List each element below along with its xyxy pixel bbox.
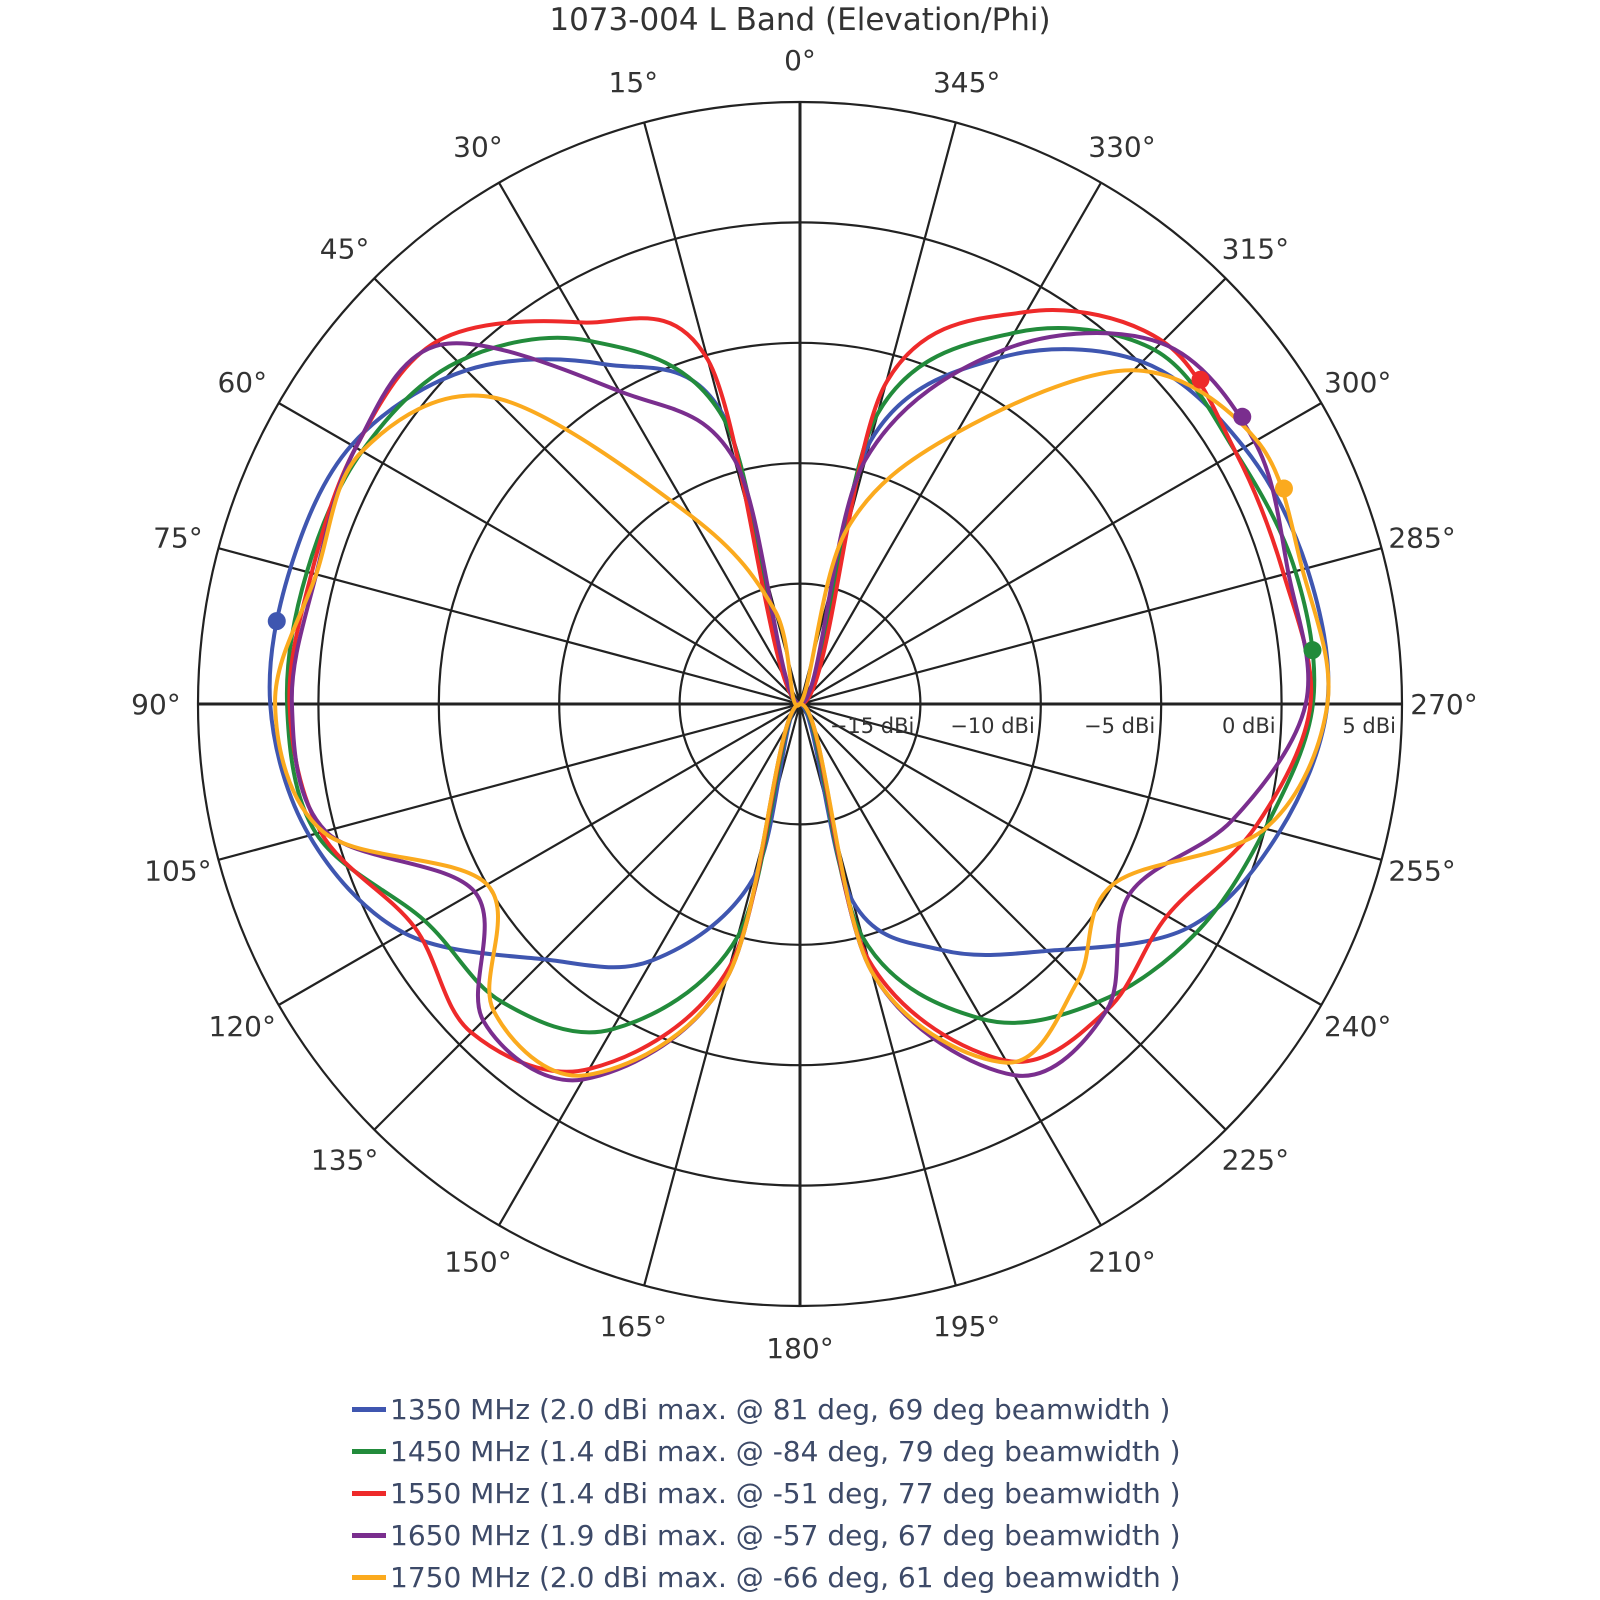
grid-spoke bbox=[373, 703, 801, 1131]
legend-label: 1550 MHz (1.4 dBi max. @ -51 deg, 77 deg… bbox=[390, 1476, 1181, 1510]
radial-tick-label: 5 dBi bbox=[1342, 714, 1396, 738]
legend-swatch bbox=[352, 1406, 386, 1412]
angle-tick-label: 270° bbox=[1410, 688, 1477, 721]
peak-marker-3 bbox=[1233, 407, 1252, 426]
angle-tick-label: 285° bbox=[1388, 521, 1455, 554]
angle-tick-label: 330° bbox=[1088, 130, 1155, 163]
angle-tick-label: 75° bbox=[153, 521, 203, 554]
angle-tick-label: 255° bbox=[1388, 855, 1455, 888]
legend-item: 1650 MHz (1.9 dBi max. @ -57 deg, 67 deg… bbox=[352, 1514, 1181, 1556]
grid-spoke bbox=[799, 702, 1382, 861]
legend-swatch bbox=[352, 1490, 386, 1496]
legend: 1350 MHz (2.0 dBi max. @ 81 deg, 69 deg … bbox=[352, 1388, 1181, 1598]
angle-tick-label: 315° bbox=[1222, 233, 1289, 266]
angle-tick-label: 90° bbox=[131, 688, 181, 721]
radial-tick-label: −5 dBi bbox=[1084, 714, 1155, 738]
peak-marker-1 bbox=[1303, 641, 1322, 660]
grid-spoke bbox=[799, 182, 1102, 705]
grid-spoke bbox=[498, 703, 801, 1226]
legend-label: 1350 MHz (2.0 dBi max. @ 81 deg, 69 deg … bbox=[390, 1392, 1171, 1426]
legend-swatch bbox=[352, 1448, 386, 1454]
angle-tick-label: 105° bbox=[144, 855, 211, 888]
grid-spoke bbox=[373, 277, 801, 705]
angle-tick-label: 345° bbox=[933, 66, 1000, 99]
peak-marker-0 bbox=[267, 612, 286, 631]
grid-spoke bbox=[278, 402, 801, 705]
chart-title: 1073-004 L Band (Elevation/Phi) bbox=[549, 2, 1051, 38]
peak-marker-4 bbox=[1274, 479, 1293, 498]
angle-tick-label: 120° bbox=[209, 1010, 276, 1043]
legend-label: 1450 MHz (1.4 dBi max. @ -84 deg, 79 deg… bbox=[390, 1434, 1181, 1468]
series-line-4 bbox=[273, 368, 1331, 1078]
polar-plot: 0° 15° 30° 45° 60° 75° 90° 105° 120° 135° 150° 165°… bbox=[131, 44, 1478, 1365]
angle-tick-label: 165° bbox=[600, 1310, 667, 1343]
legend-item: 1750 MHz (2.0 dBi max. @ -66 deg, 61 deg… bbox=[352, 1556, 1181, 1598]
angle-tick-label: 240° bbox=[1324, 1010, 1391, 1043]
radial-tick-label: 0 dBi bbox=[1222, 714, 1276, 738]
angle-tick-label: 180° bbox=[766, 1332, 833, 1365]
angle-tick-label: 300° bbox=[1324, 366, 1391, 399]
angle-tick-label: 135° bbox=[311, 1143, 378, 1176]
radial-tick-label: −15 dBi bbox=[830, 714, 915, 738]
legend-swatch bbox=[352, 1532, 386, 1538]
peak-marker-2 bbox=[1191, 370, 1210, 389]
angle-tick-label: 45° bbox=[320, 233, 370, 266]
angle-tick-label: 225° bbox=[1222, 1143, 1289, 1176]
grid-spoke bbox=[799, 703, 1322, 1006]
legend-item: 1550 MHz (1.4 dBi max. @ -51 deg, 77 deg… bbox=[352, 1472, 1181, 1514]
angle-tick-label: 195° bbox=[933, 1310, 1000, 1343]
grid-spoke bbox=[799, 703, 1227, 1131]
angle-tick-label: 210° bbox=[1088, 1246, 1155, 1279]
angle-tick-label: 60° bbox=[217, 366, 267, 399]
grid-spoke bbox=[278, 703, 801, 1006]
angle-tick-label: 15° bbox=[609, 66, 659, 99]
legend-item: 1450 MHz (1.4 dBi max. @ -84 deg, 79 deg… bbox=[352, 1430, 1181, 1472]
radial-tick-label: −10 dBi bbox=[950, 714, 1035, 738]
angle-tick-label: 30° bbox=[453, 130, 503, 163]
grid-spoke bbox=[799, 703, 1102, 1226]
legend-swatch bbox=[352, 1574, 386, 1580]
grid-spoke bbox=[218, 702, 801, 861]
legend-label: 1750 MHz (2.0 dBi max. @ -66 deg, 61 deg… bbox=[390, 1560, 1181, 1594]
legend-label: 1650 MHz (1.9 dBi max. @ -57 deg, 67 deg… bbox=[390, 1518, 1181, 1552]
legend-item: 1350 MHz (2.0 dBi max. @ 81 deg, 69 deg … bbox=[352, 1388, 1181, 1430]
grid-spoke bbox=[498, 182, 801, 705]
angle-tick-label: 0° bbox=[784, 44, 816, 77]
angle-tick-label: 150° bbox=[444, 1246, 511, 1279]
